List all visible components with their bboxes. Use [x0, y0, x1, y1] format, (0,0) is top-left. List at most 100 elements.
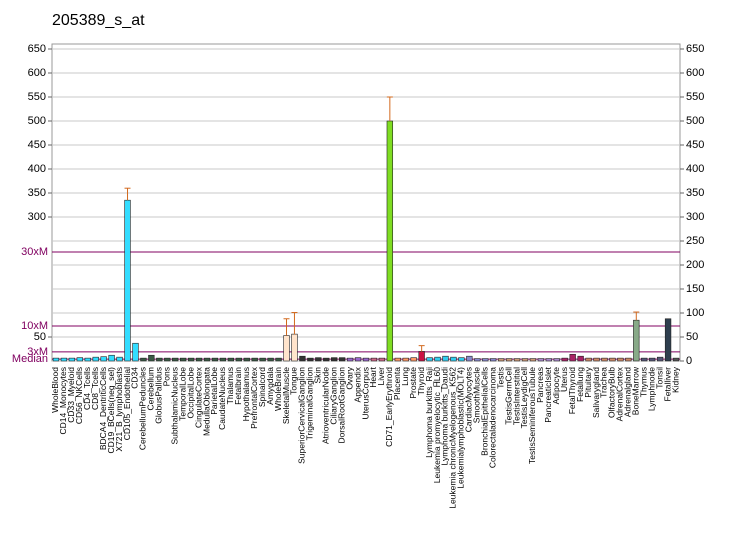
bar [601, 357, 608, 362]
x-tick-label: SuperiorCervicalGanglion [297, 367, 307, 464]
bar [569, 353, 576, 362]
x-tick-label: Thymus [638, 367, 648, 397]
x-tick-label: GlobusPallidus [154, 367, 164, 424]
x-tick-label: CD4_Tcells [82, 367, 92, 410]
y2-tick-label: 400 [686, 163, 704, 175]
y2-tick-label: 600 [686, 67, 704, 79]
x-tick-label: TestisSeminiferousTubule [527, 367, 537, 464]
reference-label: 10xM [21, 320, 48, 332]
y-tick-label: 500 [28, 115, 46, 127]
bar [386, 120, 394, 362]
x-tick-label: TrigeminalGanglion [305, 367, 315, 441]
bar [331, 357, 338, 362]
bar [537, 358, 545, 362]
bar [338, 357, 346, 362]
x-tick-label: Fetalliver [662, 367, 672, 402]
x-tick-label: PancreaticIslet [543, 366, 553, 422]
bar [394, 357, 401, 362]
x-tick-label: Tongue [289, 367, 299, 395]
bar [474, 358, 481, 362]
x-tick-label: TestisGermCell [503, 367, 513, 425]
bar [442, 355, 449, 362]
bar [124, 199, 131, 362]
bar [299, 355, 306, 362]
bar [617, 357, 624, 362]
x-tick-label: UterusCorpus [360, 367, 370, 419]
bar [497, 358, 505, 362]
bar [450, 356, 457, 362]
x-tick-label: Fetallung [575, 367, 585, 402]
bar [482, 358, 489, 362]
bar [84, 357, 91, 362]
bar [672, 357, 680, 362]
bar [633, 319, 640, 362]
x-tick-label: Hypothalamus [241, 367, 251, 421]
y-tick-label: 450 [28, 139, 46, 151]
x-tick-label: Lymphoma burkitts_Daudi [440, 367, 450, 466]
bar [68, 357, 76, 362]
y2-tick-label: 550 [686, 91, 704, 103]
bar [402, 357, 409, 362]
bar [219, 357, 227, 362]
bar [164, 357, 171, 362]
y2-tick-label: 650 [686, 43, 704, 55]
x-tick-label: OlfactoryBulb [607, 367, 617, 418]
y-tick-label: 400 [28, 163, 46, 175]
bar [211, 357, 219, 362]
bar [243, 357, 250, 362]
bar [466, 355, 473, 362]
bar [426, 357, 433, 362]
x-tick-label: Cerebellum [146, 367, 156, 410]
x-tick-label: SubthalamicNucleus [169, 367, 179, 444]
y2-tick-label: 200 [686, 259, 704, 271]
x-tick-label: Placenta [392, 367, 402, 400]
x-tick-label: AtrioventricularNode [321, 367, 331, 444]
x-tick-label: Pituitary [583, 366, 593, 397]
bar [227, 357, 235, 362]
bar [593, 357, 600, 362]
x-tick-label: Spinalcord [257, 367, 267, 407]
x-tick-label: CiliaryGanglion [328, 367, 338, 425]
x-tick-label: Lymphnode [646, 367, 656, 411]
x-tick-label: WholeBrain [273, 367, 283, 411]
y2-tick-label: 250 [686, 235, 704, 247]
bar [187, 357, 195, 362]
x-tick-label: Ovary [344, 366, 354, 389]
bar [76, 357, 83, 362]
bar [378, 357, 386, 362]
x-tick-label: Leukemia promyelocytic_HL60 [432, 367, 442, 483]
x-tick-label: Leukemialymphoblastic(MOLT4) [456, 367, 466, 489]
x-tick-label: WholeBlood [50, 367, 60, 413]
x-tick-label: Thalamus [225, 367, 235, 404]
x-tick-label: Heart [368, 366, 378, 387]
bar [354, 357, 362, 362]
bar [505, 358, 513, 362]
x-tick-label: TemporalLobe [177, 367, 187, 421]
bar [275, 357, 282, 362]
bar [323, 357, 330, 362]
bar [203, 357, 211, 362]
x-tick-label: TestisInterstitial [511, 367, 521, 425]
bar [307, 357, 314, 362]
y2-tick-label: 100 [686, 307, 704, 319]
x-tick-label: CD14_Monocytes [58, 367, 68, 435]
reference-label: 30xM [21, 246, 48, 258]
x-tick-label: CD8_Tcells [90, 367, 100, 410]
x-tick-label: CardiacMyocytes [464, 367, 474, 432]
y-tick-label: 650 [28, 43, 46, 55]
bar [641, 357, 648, 362]
bar [108, 354, 115, 362]
x-tick-label: Appendix [352, 366, 362, 402]
x-tick-label: SkeletalMuscle [281, 367, 291, 424]
bar [577, 355, 584, 362]
bar [553, 358, 560, 362]
x-tick-label: Fetalbrain [233, 367, 243, 405]
bar [521, 358, 529, 362]
bar [561, 357, 568, 362]
x-tick-label: BDCA4_DentriticCells [98, 367, 108, 450]
bar [60, 357, 68, 362]
y-tick-label: 50 [34, 331, 46, 343]
bar [116, 356, 123, 362]
x-tick-label: Leukemia chronicMyelogenous_K562 [448, 367, 458, 509]
bar [315, 357, 322, 362]
